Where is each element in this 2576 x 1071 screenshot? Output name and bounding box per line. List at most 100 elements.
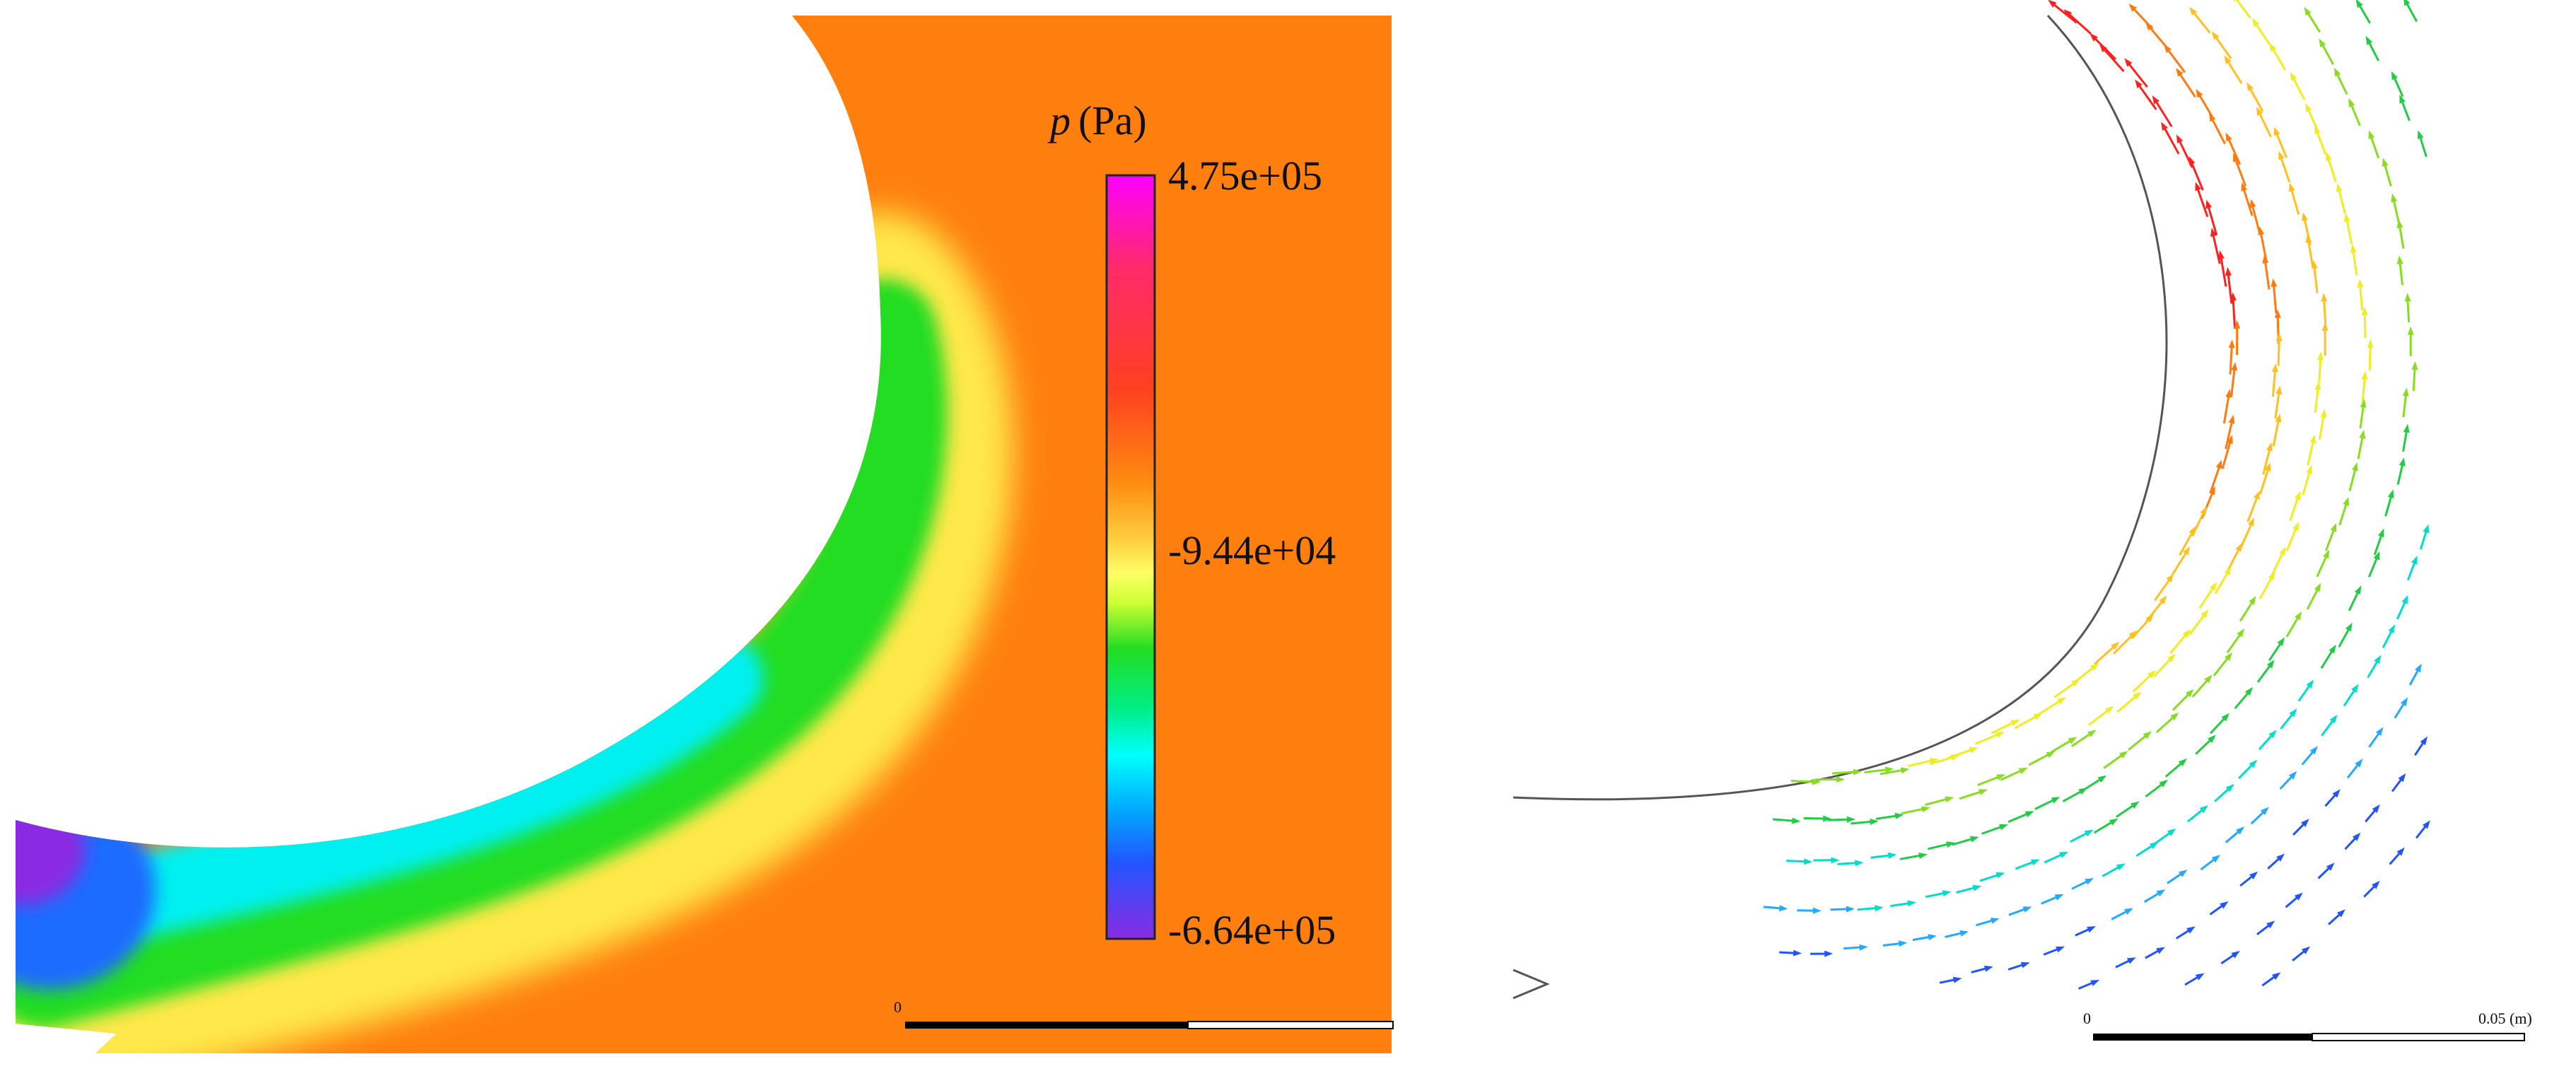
velocity-arrow-head [2319,38,2326,47]
velocity-arrow-head [2314,125,2321,134]
velocity-arrow-head [2247,517,2254,527]
velocity-arrow [2094,643,2117,665]
velocity-arrow [2253,21,2271,45]
velocity-arrow-head [2182,628,2191,638]
velocity-arrow-head [2128,630,2138,639]
velocity-arrow-head [2030,859,2040,866]
velocity-arrow-head [2264,462,2271,472]
colorbar-symbol: p [1047,98,1071,144]
velocity-arrow-head [2249,596,2256,605]
velocity-arrow-head [2225,389,2232,398]
velocity-arrow-head [2400,697,2408,706]
velocity-arrow-head [2336,183,2343,192]
velocity-arrow [2101,46,2125,72]
velocity-arrow-head [2290,71,2297,81]
velocity-arrow-head [2228,414,2235,424]
velocity-arrow [2247,85,2264,112]
velocity-arrow [2153,576,2172,602]
velocity-arrow-head [2398,773,2406,783]
velocity-arrow-head [2152,95,2160,105]
velocity-arrow-head [1990,918,2000,924]
velocity-arrow-head [2407,326,2414,335]
velocity-arrow-head [2361,306,2368,315]
velocity-arrow-head [2234,320,2241,329]
velocity-arrow-head [2268,571,2275,580]
velocity-arrow-head [1846,906,1855,913]
velocity-arrow-head [2274,309,2281,318]
velocity-arrow [2132,672,2154,693]
velocity-arrow [1907,759,1935,768]
velocity-arrow [2213,34,2232,59]
velocity-arrow-head [1950,754,1960,761]
velocity-arrow-head [2378,528,2384,538]
velocity-arrow [2338,501,2348,526]
velocity-arrow-head [2135,79,2143,88]
velocity-arrow-head [2279,546,2286,556]
velocity-arrow-head [2111,641,2120,650]
velocity-arrow-head [2145,22,2154,31]
velocity-arrow [2233,156,2247,187]
scale-bar-filled-right [2093,1034,2312,1041]
velocity-arrow-head [2246,82,2254,91]
colorbar-mid-label: -9.44e+04 [1168,527,1336,573]
velocity-arrow-head [2161,122,2168,131]
velocity-arrow [2314,385,2320,413]
velocity-arrow-head [2205,199,2212,209]
velocity-arrow-head [2210,228,2217,237]
velocity-arrow-head [1824,950,1834,957]
velocity-arrow-head [2321,293,2328,302]
velocity-arrow-head [2046,751,2056,759]
velocity-arrow-head [2225,652,2232,661]
velocity-arrow-head [2195,973,2205,981]
velocity-arrow [2113,632,2135,655]
velocity-arrow-head [2119,751,2128,759]
velocity-arrow-head [2033,713,2043,720]
velocity-arrow-head [2423,820,2430,829]
velocity-arrow-head [2277,637,2285,646]
velocity-arrow-head [2078,788,2088,795]
velocity-arrow-head [2167,829,2176,836]
velocity-arrow [2257,110,2272,138]
velocity-arrow [2230,365,2236,397]
velocity-arrow [2155,714,2176,734]
velocity-arrow-head [2164,44,2172,53]
velocity-arrow-head [2288,182,2295,192]
velocity-arrow-head [2404,293,2411,302]
velocity-arrow-head [2230,292,2237,301]
velocity-arrow-head [2215,460,2222,469]
velocity-arrow-head [2399,94,2406,104]
velocity-arrow-head [2373,551,2380,561]
velocity-arrow-head [2361,370,2368,380]
velocity-arrow-head [1894,812,1904,819]
velocity-arrow-head [2292,522,2299,531]
velocity-arrow-head [2305,103,2312,112]
velocity-arrow [2232,296,2236,329]
velocity-arrow-head [2056,946,2065,953]
velocity-arrow [2291,75,2306,100]
velocity-arrow-head [2048,0,2057,8]
velocity-arrow [2274,390,2280,419]
velocity-arrow-head [2147,669,2156,679]
velocity-arrow [2039,698,2063,715]
velocity-arrow-head [2211,31,2220,40]
velocity-arrow [2235,0,2251,19]
velocity-arrow-head [2271,278,2278,287]
velocity-arrow [2335,71,2348,95]
velocity-arrow [2259,574,2274,599]
velocity-arrow-head [2309,434,2316,444]
velocity-arrow-head [2204,674,2213,684]
velocity-arrow-head [2189,156,2196,165]
velocity-arrow-head [2266,442,2273,452]
velocity-arrow [2177,71,2196,98]
velocity-arrow [2289,494,2300,522]
velocity-arrow [2189,611,2208,636]
velocity-arrow-head [2352,462,2358,472]
velocity-arrow-head [2391,71,2398,81]
velocity-arrow-head [1853,768,1862,776]
velocity-arrow-head [2090,980,2100,986]
velocity-arrow-head [2099,44,2108,52]
velocity-arrow-head [2024,811,2034,818]
velocity-arrow [2312,264,2319,293]
velocity-arrow-head [2109,818,2119,826]
velocity-arrow [2285,614,2301,638]
